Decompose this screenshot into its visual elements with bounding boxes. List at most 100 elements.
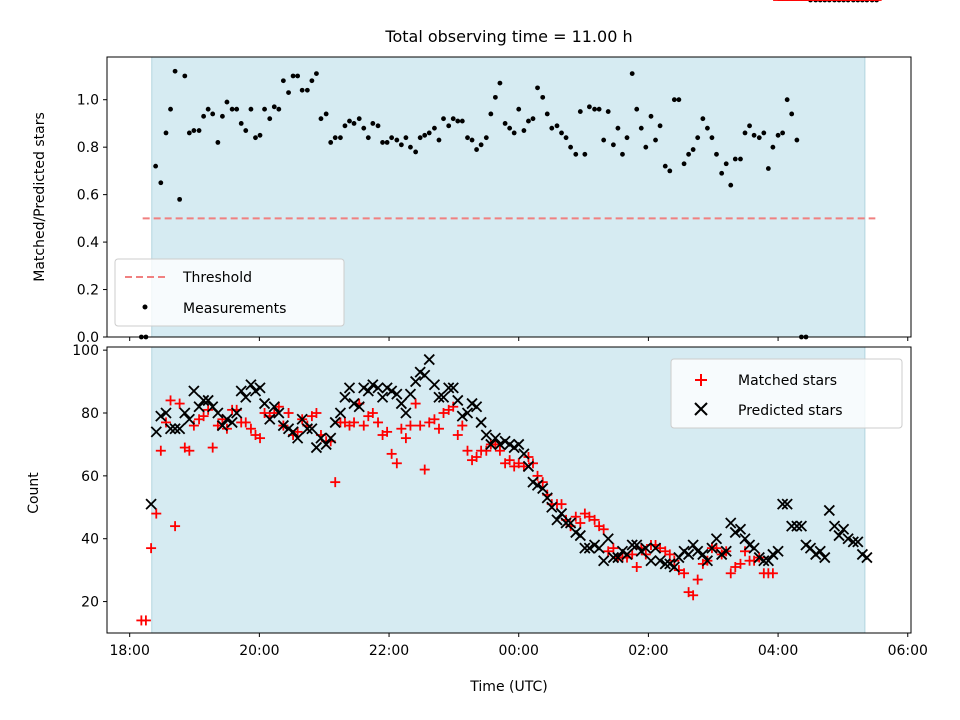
matched-star-point — [400, 433, 411, 444]
matched-star-point — [140, 615, 151, 626]
predicted-star-point — [245, 379, 257, 391]
measurement-point — [582, 151, 588, 157]
measurement-point — [394, 137, 400, 143]
predicted-star-point — [795, 520, 808, 532]
measurement-point — [351, 121, 357, 126]
predicted-star-point — [791, 520, 803, 532]
matched-star-point — [165, 395, 176, 406]
matched-star-point — [170, 521, 181, 532]
measurement-point — [158, 180, 164, 186]
measurement-point — [234, 106, 240, 112]
top-y-axis-label: Matched/Predicted stars — [32, 112, 48, 282]
measurement-point — [328, 140, 334, 145]
measurement-point — [318, 116, 324, 122]
measurement-point — [770, 144, 776, 150]
measurement-point — [700, 116, 706, 122]
measurement-point — [690, 147, 696, 152]
bottom-y-ticks: 20 40 60 80 100 — [72, 343, 107, 611]
matched-star-point — [513, 458, 524, 469]
measurement-point — [620, 151, 625, 157]
legend-matched-swatch — [695, 374, 707, 386]
measurement-point — [286, 90, 291, 95]
predicted-star-point — [861, 551, 873, 564]
measurement-point — [248, 106, 254, 112]
measurement-point — [177, 196, 183, 202]
matched-star-point — [532, 470, 543, 481]
measurement-point — [511, 130, 517, 136]
y-tick-label: 100 — [72, 343, 99, 359]
predicted-star-point — [626, 539, 638, 551]
measurement-point — [417, 135, 423, 141]
matched-star-point — [410, 398, 421, 409]
measurement-point — [615, 125, 621, 131]
predicted-star-point — [833, 529, 845, 542]
measurement-point — [338, 135, 343, 141]
measurement-point — [568, 144, 573, 150]
predicted-star-point — [621, 548, 633, 561]
predicted-star-point — [682, 548, 695, 561]
top-axes-frame — [106, 56, 912, 338]
measurement-point — [705, 125, 710, 131]
measurement-point — [384, 140, 390, 145]
matched-star-point — [429, 414, 440, 425]
measurement-point — [681, 161, 687, 167]
measurement-point — [492, 94, 498, 100]
measurement-point — [413, 149, 419, 155]
measurement-point — [196, 128, 202, 133]
legend-measurements-label: Measurements — [183, 301, 286, 317]
predicted-star-point — [301, 423, 313, 435]
predicted-star-point — [169, 423, 181, 435]
measurement-point — [765, 166, 771, 171]
measurement-point — [761, 130, 767, 136]
predicted-star-point — [155, 410, 167, 422]
predicted-star-point — [842, 533, 854, 545]
predicted-star-point — [264, 413, 276, 425]
matched-star-point — [608, 543, 619, 554]
predicted-star-point — [447, 382, 459, 394]
measurement-point — [653, 137, 658, 143]
measurement-point — [290, 73, 296, 79]
x-tick-label: 04:00 — [758, 643, 798, 659]
matched-star-point — [692, 574, 703, 585]
y-tick-label: 0.0 — [77, 330, 99, 346]
matched-star-point — [673, 565, 684, 576]
measurement-point — [488, 111, 494, 117]
measurement-point — [276, 106, 282, 112]
measurement-point — [323, 111, 329, 117]
matched-star-point — [382, 426, 393, 437]
measurement-point — [794, 137, 800, 143]
measurement-point — [314, 71, 319, 77]
matched-star-point — [396, 423, 407, 434]
matched-star-point — [570, 511, 581, 522]
y-tick-label: 80 — [81, 406, 99, 422]
predicted-star-point — [443, 382, 455, 394]
predicted-star-point — [329, 416, 341, 429]
measurement-point — [271, 104, 277, 110]
measurement-point — [751, 132, 757, 138]
matched-star-point — [556, 499, 567, 510]
predicted-star-point — [183, 413, 195, 425]
predicted-star-point — [739, 533, 751, 545]
measurement-point — [638, 125, 644, 131]
predicted-star-point — [258, 397, 271, 410]
predicted-star-point — [231, 407, 243, 419]
measurement-point — [549, 125, 555, 131]
bottom-legend-box — [670, 358, 903, 429]
measurement-point — [554, 123, 560, 129]
predicted-star-point — [372, 382, 384, 394]
predicted-star-point — [668, 561, 680, 573]
matched-star-point — [146, 543, 157, 554]
predicted-star-point — [701, 555, 714, 567]
matched-star-point — [452, 430, 463, 440]
matched-star-point — [184, 445, 195, 456]
bottom-legend: Matched stars Predicted stars — [670, 358, 903, 429]
matched-star-point — [481, 445, 492, 456]
measurement-point — [775, 132, 781, 138]
predicted-star-point — [551, 514, 563, 526]
measurement-point — [408, 144, 413, 150]
measurement-point — [455, 118, 461, 124]
y-tick-label: 0.8 — [77, 140, 99, 156]
predicted-star-point — [583, 542, 596, 554]
predicted-star-point — [494, 438, 506, 451]
measurement-point — [172, 68, 178, 74]
